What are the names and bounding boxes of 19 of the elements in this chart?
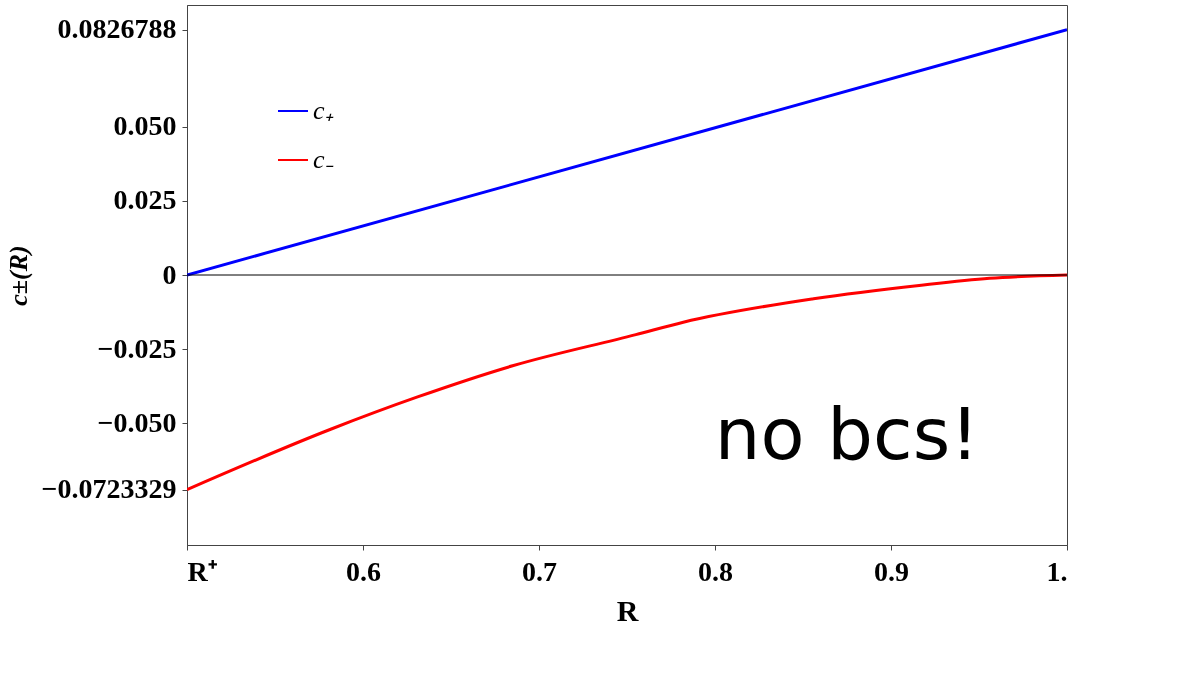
x-tick-label: 0.7: [522, 555, 557, 587]
x-tick-label: 1.: [1046, 555, 1068, 587]
y-tick-label: 0.025: [113, 184, 177, 216]
legend-label: c₊: [313, 96, 334, 125]
y-tick-label: 0.050: [113, 110, 177, 142]
legend-label: c₋: [313, 145, 334, 174]
y-tick-label: 0.0826788: [57, 13, 177, 45]
y-tick-label: −0.050: [97, 406, 177, 438]
annotation: no bcs!: [714, 392, 979, 476]
x-tick-label: 0.8: [698, 555, 733, 587]
x-tick-label: 0.9: [874, 555, 909, 587]
y-tick-label: −0.0723329: [41, 473, 177, 505]
line-series: [187, 273, 1067, 492]
y-tick-label: −0.025: [97, 332, 177, 364]
y-axis-title: c±(R): [3, 245, 33, 306]
x-axis-title: R: [616, 593, 639, 627]
x-tick-label: R⁺: [187, 555, 217, 587]
x-tick-label: 0.6: [346, 555, 381, 587]
y-tick-label: 0: [162, 258, 177, 290]
